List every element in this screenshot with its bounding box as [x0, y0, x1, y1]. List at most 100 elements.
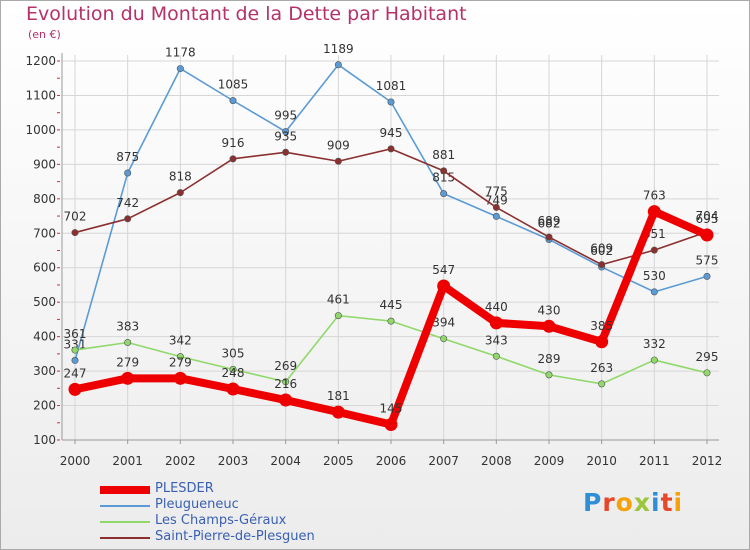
x-tick-label: 2003	[218, 454, 249, 468]
data-label: 945	[380, 126, 403, 140]
data-point	[598, 380, 606, 388]
data-label: 818	[169, 170, 192, 184]
data-point	[229, 365, 237, 373]
y-tick-label: 100	[33, 433, 56, 447]
x-tick-label: 2000	[60, 454, 91, 468]
data-point	[176, 65, 184, 73]
data-label: 742	[116, 196, 139, 210]
data-point	[124, 338, 132, 346]
proxiti-logo: Proxiti	[583, 488, 684, 517]
data-label: 342	[169, 334, 192, 348]
x-tick-label: 2004	[270, 454, 301, 468]
data-point	[282, 148, 290, 156]
data-label: 289	[538, 352, 561, 366]
data-point	[545, 233, 553, 241]
data-label: 909	[327, 138, 350, 152]
data-point	[700, 228, 714, 242]
data-point	[229, 155, 237, 163]
legend-label: Les Champs-Géraux	[155, 513, 287, 528]
y-tick-label: 1000	[25, 123, 56, 137]
data-point	[334, 312, 342, 320]
data-point	[650, 288, 658, 296]
data-point	[229, 97, 237, 105]
data-point	[334, 157, 342, 165]
data-label: 279	[169, 355, 192, 369]
data-label: 995	[274, 109, 297, 123]
data-point	[598, 261, 606, 269]
data-label: 247	[64, 366, 87, 380]
data-point	[384, 417, 398, 431]
y-tick-label: 700	[33, 226, 56, 240]
data-label: 305	[222, 346, 245, 360]
data-point	[71, 356, 79, 364]
data-point	[124, 169, 132, 177]
data-point	[387, 145, 395, 153]
legend-swatch	[100, 537, 150, 539]
data-label: 575	[696, 253, 719, 267]
x-tick-label: 2001	[112, 454, 143, 468]
x-tick-label: 2007	[428, 454, 459, 468]
data-label: 269	[274, 359, 297, 373]
legend-label: PLESDER	[155, 481, 214, 496]
data-point	[331, 405, 345, 419]
data-label: 461	[327, 293, 350, 307]
data-point	[71, 346, 79, 354]
y-tick-label: 500	[33, 295, 56, 309]
data-label: 248	[222, 366, 245, 380]
data-label: 702	[64, 210, 87, 224]
data-point	[387, 317, 395, 325]
y-tick-label: 900	[33, 157, 56, 171]
y-tick-label: 200	[33, 399, 56, 413]
data-label: 695	[696, 212, 719, 226]
data-point	[279, 393, 293, 407]
data-label: 1085	[218, 78, 249, 92]
chart-unit: (en €)	[28, 28, 61, 41]
data-label: 383	[116, 319, 139, 333]
data-point	[334, 61, 342, 69]
data-label: 332	[643, 337, 666, 351]
data-point	[173, 371, 187, 385]
data-point	[282, 128, 290, 136]
data-label: 331	[64, 337, 87, 351]
data-label: 682	[538, 216, 561, 230]
data-label: 547	[432, 263, 455, 277]
data-point	[489, 316, 503, 330]
data-label: 763	[643, 189, 666, 203]
data-label: 385	[590, 319, 613, 333]
legend-swatch	[100, 521, 150, 523]
data-label: 440	[485, 300, 508, 314]
data-label: 145	[380, 401, 403, 415]
data-label: 343	[485, 333, 508, 347]
data-point	[176, 189, 184, 197]
data-point	[650, 246, 658, 254]
data-label: 530	[643, 269, 666, 283]
data-label: 361	[64, 327, 87, 341]
y-tick-label: 600	[33, 261, 56, 275]
chart-title: Evolution du Montant de la Dette par Hab…	[26, 3, 467, 25]
data-point	[492, 352, 500, 360]
x-tick-label: 2009	[534, 454, 565, 468]
data-label: 916	[222, 136, 245, 150]
x-tick-label: 2008	[481, 454, 512, 468]
x-tick-label: 2006	[376, 454, 407, 468]
data-label: 445	[380, 298, 403, 312]
x-tick-label: 2012	[692, 454, 723, 468]
data-point	[492, 212, 500, 220]
y-tick-label: 800	[33, 192, 56, 206]
y-tick-label: 1200	[25, 54, 56, 68]
data-point	[545, 371, 553, 379]
data-label: 602	[590, 244, 613, 258]
legend-swatch	[100, 505, 150, 507]
data-point	[647, 205, 661, 219]
legend-label: Pleugueneuc	[155, 497, 239, 512]
y-tick-label: 1100	[25, 88, 56, 102]
data-label: 689	[538, 214, 561, 228]
data-label: 704	[696, 209, 719, 223]
data-point	[282, 378, 290, 386]
data-point	[71, 229, 79, 237]
data-point	[226, 382, 240, 396]
data-label: 279	[116, 355, 139, 369]
data-point	[121, 371, 135, 385]
legend-label: Saint-Pierre-de-Plesguen	[155, 529, 315, 544]
